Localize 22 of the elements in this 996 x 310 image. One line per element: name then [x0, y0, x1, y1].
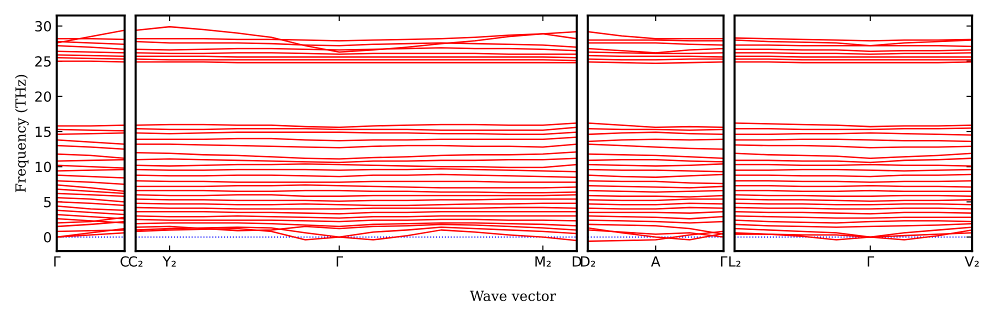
y-tick-label: 10 [36, 162, 51, 172]
x-tick-label: Γ [721, 256, 728, 267]
x-tick-label: Y₂ [162, 256, 176, 267]
y-tick-label: 5 [44, 197, 51, 208]
x-tick-label: Γ [868, 256, 874, 267]
x-tick-label: L₂ [729, 256, 740, 267]
y-tick-label: 0 [44, 232, 51, 243]
x-tick-label: C [120, 256, 129, 267]
y-tick-label: 15 [36, 126, 51, 138]
x-tick-label: D₂ [581, 256, 596, 267]
x-tick-label: C₂ [128, 256, 142, 267]
x-tick-label: D [572, 256, 582, 267]
x-tick-label: M₂ [535, 256, 551, 267]
y-tick-label: 30 [35, 21, 51, 32]
y-tick-label: 20 [35, 91, 51, 102]
x-axis-title: Wave vector [470, 290, 556, 302]
x-tick-label: Γ [336, 256, 344, 267]
x-tick-label: V₂ [964, 256, 979, 267]
y-tick-label: 25 [35, 56, 51, 67]
y-axis-title: Frequency (THz) [15, 74, 29, 192]
x-tick-label: A [651, 256, 660, 267]
x-tick-label: Γ [54, 256, 61, 267]
